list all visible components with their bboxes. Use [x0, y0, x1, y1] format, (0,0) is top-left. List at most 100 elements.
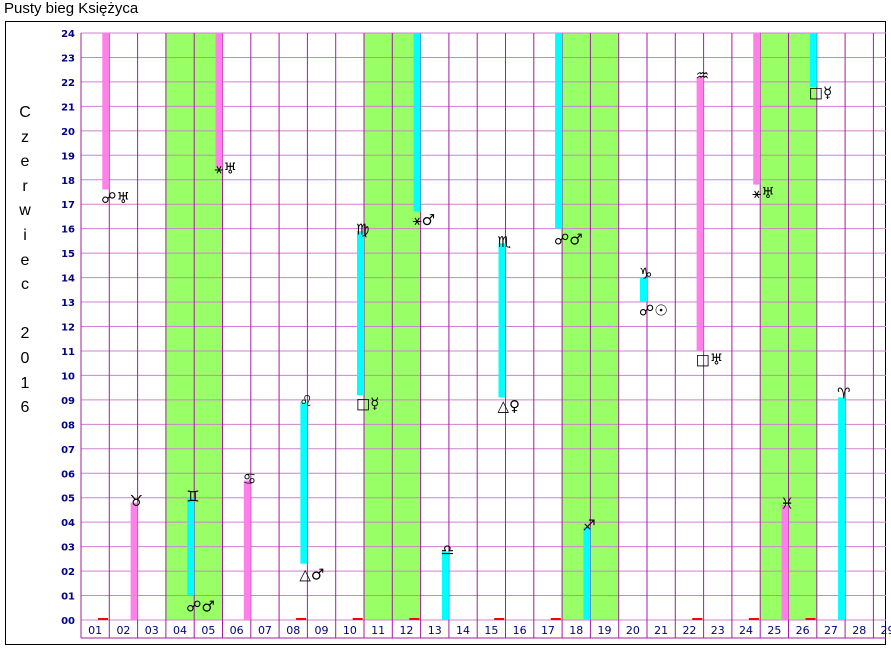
y-tick-label: 09 [61, 396, 75, 407]
aspect-annotation: △♂ [299, 566, 324, 584]
x-tick-label: 24 [739, 624, 753, 637]
y-tick-label: 15 [61, 249, 75, 260]
aspect-annotation: ⚹♂ [413, 211, 435, 229]
y-tick-label: 10 [61, 371, 75, 382]
x-tick-label: 10 [343, 624, 357, 637]
y-tick-label: 06 [61, 469, 75, 480]
baseline-mark [748, 618, 759, 620]
side-label-char: w [19, 202, 31, 220]
y-tick-label: 24 [61, 29, 75, 40]
void-bar [102, 33, 110, 190]
y-tick-label: 07 [61, 445, 75, 456]
y-tick-label: 21 [61, 102, 75, 113]
y-tick-label: 17 [61, 200, 75, 211]
aspect-annotation: ☍☉ [639, 301, 668, 319]
aspect-annotation: △♀ [498, 397, 521, 415]
void-bar [809, 33, 817, 87]
aspect-annotation: ♓ [781, 495, 794, 513]
void-bar [413, 33, 421, 212]
void-bar [555, 33, 563, 229]
chart-frame [5, 21, 886, 645]
void-bar [696, 77, 704, 351]
aspect-annotation: □♅ [696, 350, 724, 368]
aspect-annotation: ♐ [582, 517, 595, 535]
y-tick-label: 02 [61, 567, 75, 578]
x-tick-label: 09 [315, 624, 329, 637]
aspect-annotation: ♏ [498, 233, 512, 251]
baseline-mark [98, 618, 108, 620]
void-bar [640, 277, 647, 303]
y-tick-label: 04 [61, 518, 75, 529]
y-tick-label: 05 [61, 494, 75, 505]
aspect-annotation: ♎ [441, 541, 454, 559]
y-tick-label: 03 [61, 543, 75, 554]
side-label-char: 0 [20, 350, 30, 367]
baseline-mark [805, 618, 816, 620]
x-tick-label: 11 [371, 624, 385, 637]
aspect-annotation: □☿ [809, 84, 832, 102]
void-bar [498, 243, 506, 398]
baseline-mark [409, 618, 420, 620]
x-tick-label: 05 [201, 624, 215, 637]
aspect-annotation: ♉ [130, 492, 143, 510]
aspect-annotation: ♈ [837, 385, 850, 403]
x-tick-label: 26 [796, 624, 810, 637]
void-bar [583, 527, 591, 620]
x-tick-label: 22 [682, 624, 696, 637]
y-tick-label: 13 [61, 298, 75, 309]
void-bar [300, 402, 308, 564]
y-tick-label: 08 [61, 420, 75, 431]
void-bar [243, 480, 251, 620]
aspect-annotation: ♋ [243, 470, 256, 488]
aspect-annotation: ♍ [356, 221, 369, 239]
baseline-mark [550, 618, 561, 620]
aspect-annotation: ♌ [299, 392, 312, 410]
y-tick-label: 12 [61, 323, 75, 334]
aspect-annotation: ☍♂ [186, 597, 215, 615]
side-label-char: e [20, 251, 30, 269]
aspect-annotation: ☍♅ [101, 189, 130, 207]
aspect-annotation: ♑ [639, 265, 652, 283]
side-label-char: 2 [20, 325, 30, 343]
side-label-char: 6 [20, 399, 30, 417]
baseline-mark [296, 618, 307, 620]
aspect-annotation: ♊ [186, 487, 199, 505]
x-tick-label: 14 [456, 624, 470, 637]
baseline-mark [352, 618, 363, 620]
aspect-annotation: ⚹♅ [215, 160, 237, 178]
x-tick-label: 04 [173, 624, 187, 637]
side-label-char: e [20, 153, 30, 171]
x-tick-label: 18 [569, 624, 583, 637]
x-tick-label: 12 [399, 624, 413, 637]
side-label-char: C [19, 104, 31, 121]
side-label-char: 1 [20, 374, 30, 392]
x-tick-label: 06 [230, 624, 244, 637]
void-bar [838, 397, 846, 620]
x-tick-label: 29 [881, 624, 891, 637]
x-tick-label: 27 [824, 624, 838, 637]
void-bar [753, 33, 761, 185]
void-bar [781, 505, 789, 620]
y-tick-label: 16 [61, 225, 75, 236]
void-bar [357, 231, 364, 395]
void-bar [441, 551, 449, 620]
x-tick-label: 01 [88, 624, 102, 637]
y-tick-label: 01 [61, 592, 75, 603]
y-tick-label: 19 [61, 151, 75, 162]
x-tick-label: 23 [711, 624, 725, 637]
side-label-char: z [21, 128, 29, 146]
baseline-mark [692, 618, 703, 620]
y-tick-label: 20 [61, 127, 75, 138]
x-tick-label: 16 [513, 624, 527, 637]
chart-title: Pusty bieg Księżyca [4, 0, 139, 17]
x-tick-label: 13 [428, 624, 442, 637]
aspect-annotation: ♒ [696, 67, 709, 85]
side-label-char: i [23, 227, 27, 244]
x-tick-label: 19 [598, 624, 612, 637]
x-tick-label: 21 [654, 624, 668, 637]
side-label-char: r [22, 177, 28, 195]
x-tick-label: 15 [484, 624, 498, 637]
y-tick-label: 14 [61, 274, 75, 285]
x-tick-label: 02 [116, 624, 130, 637]
